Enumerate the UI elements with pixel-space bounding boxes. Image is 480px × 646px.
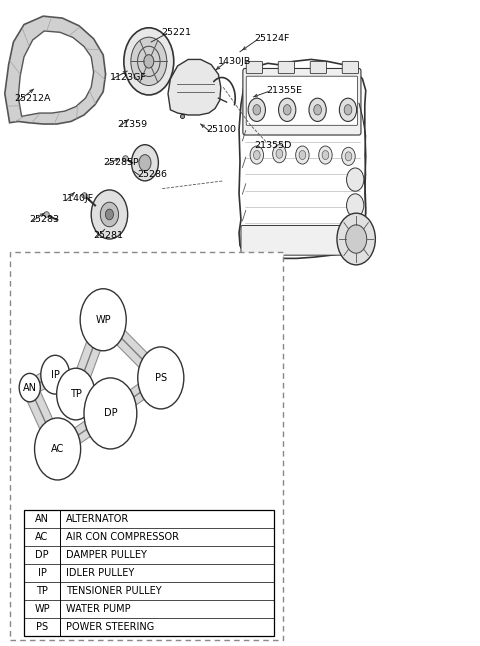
Text: POWER STEERING: POWER STEERING <box>66 622 154 632</box>
Circle shape <box>344 105 352 115</box>
Circle shape <box>139 154 151 171</box>
Text: 25285P: 25285P <box>103 158 139 167</box>
Polygon shape <box>5 16 106 124</box>
Text: WP: WP <box>34 604 50 614</box>
Circle shape <box>342 147 355 165</box>
Circle shape <box>57 368 95 420</box>
Circle shape <box>253 151 260 160</box>
Text: 21355D: 21355D <box>254 141 292 150</box>
Text: PS: PS <box>36 622 48 632</box>
Polygon shape <box>101 214 119 238</box>
Circle shape <box>337 213 375 265</box>
Circle shape <box>347 220 364 243</box>
Text: 1123GF: 1123GF <box>110 73 147 82</box>
FancyBboxPatch shape <box>342 61 359 74</box>
Circle shape <box>296 146 309 164</box>
Circle shape <box>131 37 167 85</box>
Text: AC: AC <box>51 444 64 454</box>
Circle shape <box>253 105 261 115</box>
Circle shape <box>314 105 322 115</box>
Bar <box>24 510 274 636</box>
FancyBboxPatch shape <box>246 61 263 74</box>
Circle shape <box>299 151 306 160</box>
Text: 25281: 25281 <box>94 231 124 240</box>
Circle shape <box>339 98 357 121</box>
Polygon shape <box>18 31 94 116</box>
Circle shape <box>84 378 137 449</box>
Text: TP: TP <box>36 587 48 596</box>
Circle shape <box>138 347 184 409</box>
Circle shape <box>91 190 128 239</box>
Circle shape <box>248 98 265 121</box>
Text: TP: TP <box>70 389 82 399</box>
FancyBboxPatch shape <box>10 252 283 640</box>
Text: 1140JF: 1140JF <box>62 194 95 203</box>
Text: WATER PUMP: WATER PUMP <box>66 604 131 614</box>
Circle shape <box>250 146 264 164</box>
Text: 25212A: 25212A <box>14 94 51 103</box>
Circle shape <box>347 194 364 217</box>
Text: IP: IP <box>51 370 60 380</box>
Text: DP: DP <box>104 408 117 419</box>
Circle shape <box>309 98 326 121</box>
Circle shape <box>35 418 81 480</box>
Text: AC: AC <box>36 532 48 543</box>
Polygon shape <box>168 59 221 115</box>
Text: WP: WP <box>96 315 111 325</box>
Text: IDLER PULLEY: IDLER PULLEY <box>66 568 134 578</box>
FancyBboxPatch shape <box>278 61 295 74</box>
FancyBboxPatch shape <box>310 61 326 74</box>
Circle shape <box>80 289 126 351</box>
Text: AIR CON COMPRESSOR: AIR CON COMPRESSOR <box>66 532 179 543</box>
Circle shape <box>319 146 332 164</box>
Circle shape <box>278 98 296 121</box>
Circle shape <box>100 202 119 227</box>
Text: 1430JB: 1430JB <box>218 57 252 66</box>
Circle shape <box>273 145 286 163</box>
Text: DP: DP <box>35 550 49 560</box>
Text: 25100: 25100 <box>206 125 236 134</box>
Text: DAMPER PULLEY: DAMPER PULLEY <box>66 550 146 560</box>
Circle shape <box>322 151 329 160</box>
Text: 21355E: 21355E <box>266 86 302 95</box>
FancyBboxPatch shape <box>241 225 363 255</box>
Text: 25283: 25283 <box>29 215 59 224</box>
Text: AN: AN <box>35 514 49 525</box>
Circle shape <box>276 149 283 158</box>
Text: 21359: 21359 <box>118 120 148 129</box>
Text: PS: PS <box>155 373 167 383</box>
Circle shape <box>132 145 158 181</box>
Text: 25124F: 25124F <box>254 34 290 43</box>
Text: ALTERNATOR: ALTERNATOR <box>66 514 129 525</box>
Polygon shape <box>239 59 366 258</box>
Circle shape <box>346 225 367 253</box>
Text: 25221: 25221 <box>161 28 191 37</box>
Circle shape <box>19 373 40 402</box>
Text: TENSIONER PULLEY: TENSIONER PULLEY <box>66 587 161 596</box>
Circle shape <box>124 28 174 95</box>
Circle shape <box>144 55 154 68</box>
Circle shape <box>106 209 113 220</box>
Circle shape <box>347 168 364 191</box>
Text: 25286: 25286 <box>137 170 167 179</box>
Circle shape <box>138 47 160 76</box>
Circle shape <box>283 105 291 115</box>
Circle shape <box>41 355 70 394</box>
Text: IP: IP <box>37 568 47 578</box>
FancyBboxPatch shape <box>243 68 361 135</box>
FancyBboxPatch shape <box>246 76 358 125</box>
Circle shape <box>345 152 352 161</box>
Text: AN: AN <box>23 382 37 393</box>
